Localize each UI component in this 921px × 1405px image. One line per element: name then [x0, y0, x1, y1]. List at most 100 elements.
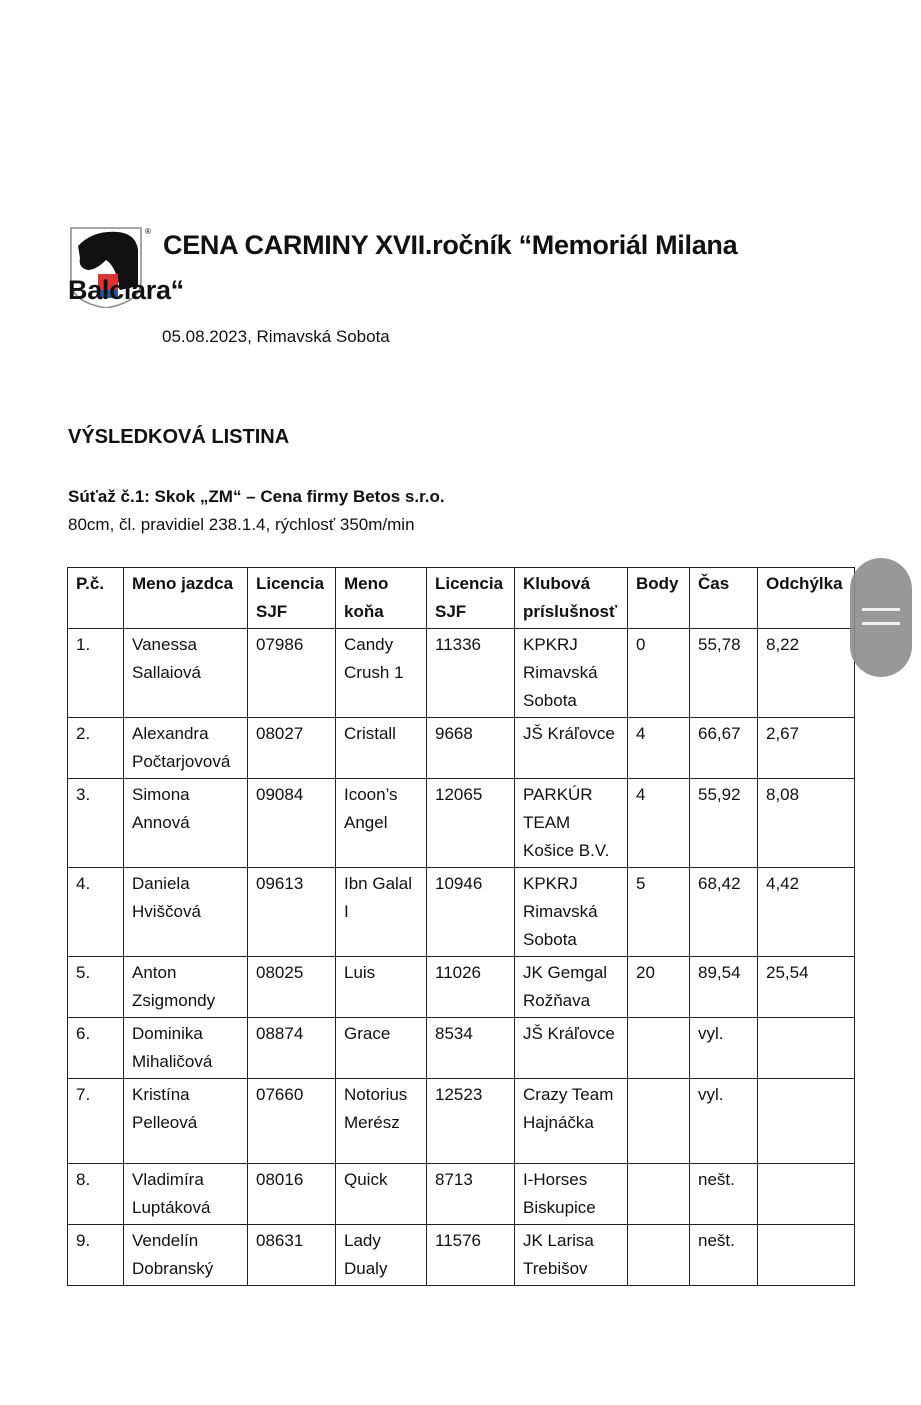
- table-cell: 8,08: [757, 778, 855, 868]
- column-header: Odchýlka: [757, 567, 855, 629]
- column-header: Meno jazdca: [123, 567, 248, 629]
- table-cell: 7.: [67, 1078, 124, 1164]
- table-cell: [757, 1224, 855, 1286]
- table-cell: vyl.: [689, 1078, 758, 1164]
- table-row: 3. Simona Annová 09084 Icoon’s Angel 12065 PA…: [67, 778, 855, 868]
- table-cell: JŠ Kráľovce: [514, 1017, 628, 1079]
- table-cell: 12065: [426, 778, 515, 868]
- table-cell: 66,67: [689, 717, 758, 779]
- table-cell: 08874: [247, 1017, 336, 1079]
- table-cell: 08016: [247, 1163, 336, 1225]
- column-header: P.č.: [67, 567, 124, 629]
- table-cell: 4: [627, 778, 690, 868]
- table-cell: 08025: [247, 956, 336, 1018]
- horse-logo-icon: ®: [70, 227, 151, 308]
- table-cell: 3.: [67, 778, 124, 868]
- scrollbar-handle[interactable]: [850, 558, 912, 677]
- table-cell: Ibn Galal I: [335, 867, 427, 957]
- table-cell: 8713: [426, 1163, 515, 1225]
- table-cell: 9668: [426, 717, 515, 779]
- title-line-2: Balciara“: [68, 275, 184, 305]
- table-row: 6. Dominika Mihaličová 08874 Grace 8534 JŠ Kr…: [67, 1017, 855, 1079]
- table-cell: Simona Annová: [123, 778, 248, 868]
- competition-title: Súťaž č.1: Skok „ZM“ – Cena firmy Betos …: [68, 487, 445, 506]
- table-cell: 8534: [426, 1017, 515, 1079]
- column-header: Čas: [689, 567, 758, 629]
- table-cell: KPKRJ Rimavská Sobota: [514, 628, 628, 718]
- table-cell: PARKÚR TEAM Košice B.V.: [514, 778, 628, 868]
- table-cell: nešt.: [689, 1163, 758, 1225]
- table-cell: 1.: [67, 628, 124, 718]
- column-header: Klubová príslušnosť: [514, 567, 628, 629]
- table-cell: Luis: [335, 956, 427, 1018]
- table-cell: 55,92: [689, 778, 758, 868]
- table-cell: Notorius Merész: [335, 1078, 427, 1164]
- table-cell: 09084: [247, 778, 336, 868]
- column-header: Body: [627, 567, 690, 629]
- results-heading: VÝSLEDKOVÁ LISTINA: [68, 426, 290, 448]
- table-row: 2. Alexandra Počtarjovová 08027 Cristall 966…: [67, 717, 855, 779]
- drag-handle-icon: [862, 622, 900, 625]
- table-cell: 10946: [426, 867, 515, 957]
- table-cell: Quick: [335, 1163, 427, 1225]
- table-cell: 11336: [426, 628, 515, 718]
- svg-text:®: ®: [145, 227, 151, 236]
- table-cell: 07986: [247, 628, 336, 718]
- table-cell: 2,67: [757, 717, 855, 779]
- table-cell: Dominika Mihaličová: [123, 1017, 248, 1079]
- date-place: 05.08.2023, Rimavská Sobota: [162, 327, 390, 346]
- table-cell: 5: [627, 867, 690, 957]
- table-cell: nešt.: [689, 1224, 758, 1286]
- table-cell: 2.: [67, 717, 124, 779]
- table-cell: 11576: [426, 1224, 515, 1286]
- table-cell: Vanessa Sallaiová: [123, 628, 248, 718]
- competition-details: 80cm, čl. pravidiel 238.1.4, rýchlosť 35…: [68, 515, 415, 534]
- table-row: 4. Daniela Hviščová 09613 Ibn Galal I 10946 K…: [67, 867, 855, 957]
- table-row: 1. Vanessa Sallaiová 07986 Candy Crush 1 113…: [67, 628, 855, 718]
- table-cell: [757, 1078, 855, 1164]
- column-header: Licencia SJF: [247, 567, 336, 629]
- table-cell: 12523: [426, 1078, 515, 1164]
- table-cell: KPKRJ Rimavská Sobota: [514, 867, 628, 957]
- table-cell: 07660: [247, 1078, 336, 1164]
- table-cell: 8.: [67, 1163, 124, 1225]
- table-cell: 08027: [247, 717, 336, 779]
- table-cell: 5.: [67, 956, 124, 1018]
- table-cell: Lady Dualy: [335, 1224, 427, 1286]
- table-cell: JK Gemgal Rožňava: [514, 956, 628, 1018]
- table-cell: 11026: [426, 956, 515, 1018]
- drag-handle-icon: [862, 608, 900, 611]
- column-header: Licencia SJF: [426, 567, 515, 629]
- table-cell: [627, 1078, 690, 1164]
- table-cell: [757, 1017, 855, 1079]
- table-row: 8. Vladimíra Luptáková 08016 Quick 8713 I-Hor…: [67, 1163, 855, 1225]
- table-cell: [757, 1163, 855, 1225]
- table-cell: I-Horses Biskupice: [514, 1163, 628, 1225]
- table-row: 5. Anton Zsigmondy 08025 Luis 11026 JK Gemgal…: [67, 956, 855, 1018]
- table-cell: vyl.: [689, 1017, 758, 1079]
- table-cell: Vladimíra Luptáková: [123, 1163, 248, 1225]
- table-cell: Daniela Hviščová: [123, 867, 248, 957]
- table-cell: 0: [627, 628, 690, 718]
- table-row: 9. Vendelín Dobranský 08631 Lady Dualy 11576…: [67, 1224, 855, 1286]
- table-cell: 9.: [67, 1224, 124, 1286]
- table-cell: 68,42: [689, 867, 758, 957]
- table-cell: Grace: [335, 1017, 427, 1079]
- table-cell: 25,54: [757, 956, 855, 1018]
- table-cell: [627, 1224, 690, 1286]
- table-cell: Icoon’s Angel: [335, 778, 427, 868]
- table-cell: Alexandra Počtarjovová: [123, 717, 248, 779]
- table-cell: Anton Zsigmondy: [123, 956, 248, 1018]
- table-cell: 8,22: [757, 628, 855, 718]
- table-cell: Vendelín Dobranský: [123, 1224, 248, 1286]
- title-line-1: CENA CARMINY XVII.ročník “Memoriál Milan…: [163, 230, 738, 260]
- table-row: 7. Kristína Pelleová 07660 Notorius Merész 1…: [67, 1078, 855, 1164]
- table-cell: Cristall: [335, 717, 427, 779]
- column-header: Meno koňa: [335, 567, 427, 629]
- table-cell: 4: [627, 717, 690, 779]
- table-cell: 08631: [247, 1224, 336, 1286]
- table-cell: JŠ Kráľovce: [514, 717, 628, 779]
- table-cell: 55,78: [689, 628, 758, 718]
- table-cell: 4.: [67, 867, 124, 957]
